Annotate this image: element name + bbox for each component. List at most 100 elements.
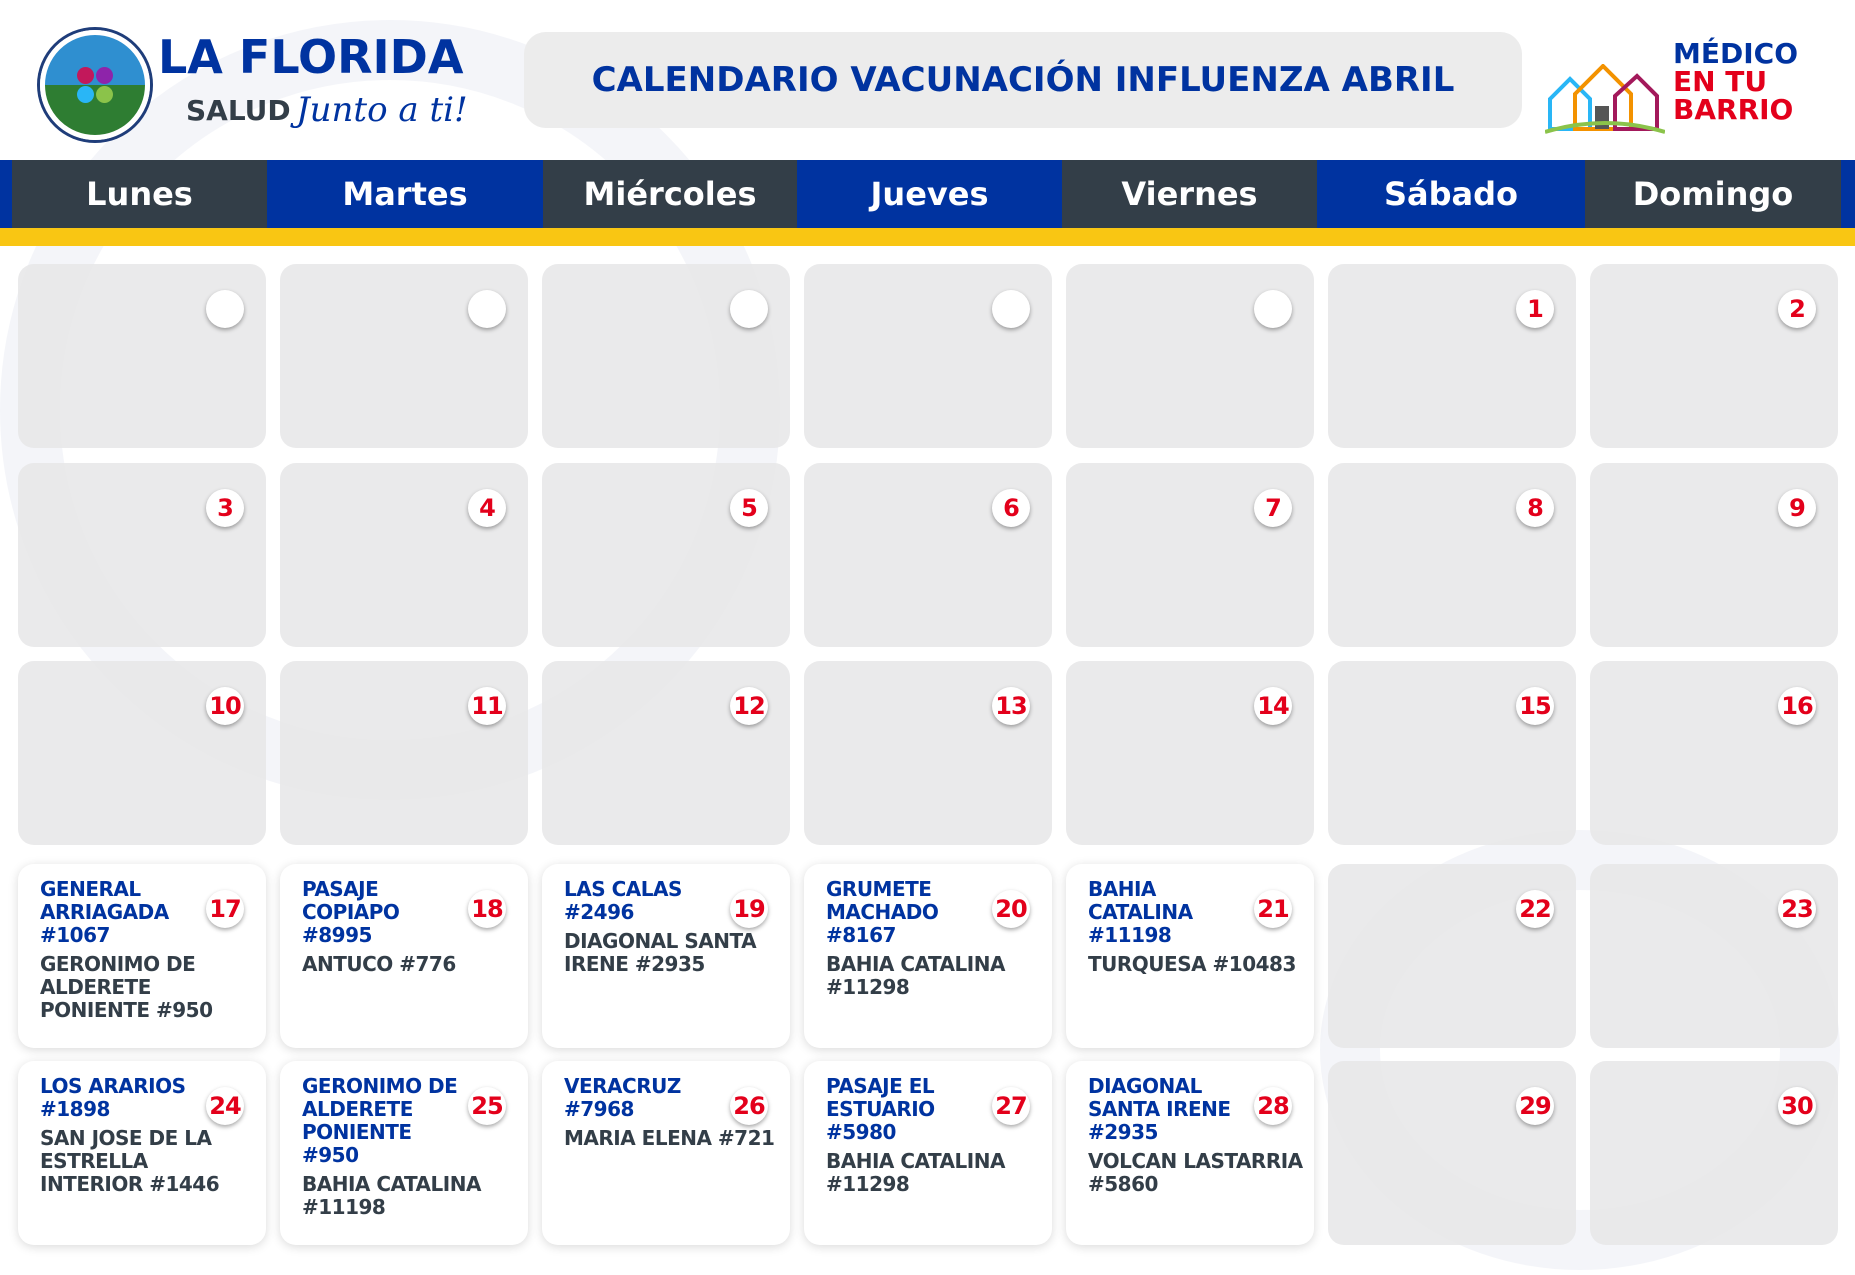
calendar-day-cell: 29 [1328, 1061, 1576, 1245]
day-number-badge [992, 290, 1030, 328]
calendar-day-cell: 3 [18, 463, 266, 647]
location-primary: LAS CALAS #2496 [564, 877, 682, 924]
day-number-badge: 11 [468, 687, 506, 725]
location-secondary: TURQUESA #10483 [1088, 952, 1296, 976]
calendar-day-cell: 23 [1590, 864, 1838, 1048]
location-secondary: ANTUCO #776 [302, 952, 456, 976]
calendar-day-cell: 19 LAS CALAS #2496 DIAGONAL SANTA IRENE #2… [542, 864, 790, 1048]
calendar-day-cell: 12 [542, 661, 790, 845]
calendar-day-cell: 20 GRUMETE MACHADO #8167 BAHIA CATALINA #1… [804, 864, 1052, 1048]
day-number-badge: 10 [206, 687, 244, 725]
weekday-3: Jueves [797, 160, 1062, 228]
medico-line: BARRIO [1673, 93, 1794, 126]
day-number-badge: 13 [992, 687, 1030, 725]
calendar-day-cell: 8 [1328, 463, 1576, 647]
day-number-badge: 22 [1516, 890, 1554, 928]
day-number-badge: 9 [1778, 489, 1816, 527]
calendar-day-cell: 21 BAHIA CATALINA #11198 TURQUESA #10483 [1066, 864, 1314, 1048]
day-number-badge: 1 [1516, 290, 1554, 328]
calendar-day-cell: 15 [1328, 661, 1576, 845]
location-primary: GRUMETE MACHADO #8167 [826, 877, 939, 947]
medico-line: MÉDICO [1673, 37, 1799, 70]
municipal-seal-icon [40, 30, 150, 140]
location-secondary: BAHIA CATALINA #11298 [826, 952, 1005, 999]
day-number-badge: 6 [992, 489, 1030, 527]
day-number-badge: 27 [992, 1087, 1030, 1125]
calendar-day-cell: 26 VERACRUZ #7968 MARIA ELENA #721 [542, 1061, 790, 1245]
day-number-badge: 5 [730, 489, 768, 527]
calendar-day-cell: 27 PASAJE EL ESTUARIO #5980 BAHIA CATALINA… [804, 1061, 1052, 1245]
day-number-badge: 29 [1516, 1087, 1554, 1125]
weekday-header: Lunes Martes Miércoles Jueves Viernes Sábado D… [0, 160, 1855, 228]
calendar-day-cell [18, 264, 266, 448]
calendar-day-cell: 30 [1590, 1061, 1838, 1245]
page-title: CALENDARIO VACUNACIÓN INFLUENZA ABRIL [591, 60, 1455, 100]
weekday-6: Domingo [1585, 160, 1841, 228]
location-secondary: VOLCAN LASTARRIA #5860 [1088, 1149, 1303, 1196]
weekday-2: Miércoles [543, 160, 797, 228]
calendar-day-cell: 7 [1066, 463, 1314, 647]
calendar-day-cell: 14 [1066, 661, 1314, 845]
calendar-day-cell: 22 [1328, 864, 1576, 1048]
calendar-day-cell [804, 264, 1052, 448]
calendar-day-cell: 24 LOS ARARIOS #1898 SAN JOSE DE LA ESTREL… [18, 1061, 266, 1245]
day-number-badge: 24 [206, 1087, 244, 1125]
location-primary: GERONIMO DE ALDERETE PONIENTE #950 [302, 1074, 458, 1167]
houses-icon [1545, 64, 1665, 134]
location-primary: GENERAL ARRIAGADA #1067 [40, 877, 169, 947]
weekday-0: Lunes [12, 160, 267, 228]
day-number-badge: 14 [1254, 687, 1292, 725]
weekday-1: Martes [267, 160, 543, 228]
calendar-day-cell: 5 [542, 463, 790, 647]
location-primary: PASAJE COPIAPO #8995 [302, 877, 400, 947]
medico-en-tu-barrio-logo: MÉDICO EN TU BARRIO [1545, 34, 1835, 134]
location-secondary: BAHIA CATALINA #11298 [826, 1149, 1005, 1196]
day-number-badge: 23 [1778, 890, 1816, 928]
calendar-day-cell: 4 [280, 463, 528, 647]
calendar-day-cell: 1 [1328, 264, 1576, 448]
brand-name: LA FLORIDA [158, 30, 464, 84]
day-number-badge: 15 [1516, 687, 1554, 725]
day-number-badge: 16 [1778, 687, 1816, 725]
brand-slogan: Junto a ti! [296, 90, 468, 130]
day-number-badge [730, 290, 768, 328]
day-number-badge: 2 [1778, 290, 1816, 328]
day-number-badge: 18 [468, 890, 506, 928]
calendar-day-cell [280, 264, 528, 448]
calendar-day-cell: 2 [1590, 264, 1838, 448]
page-title-box: CALENDARIO VACUNACIÓN INFLUENZA ABRIL [524, 32, 1522, 128]
location-secondary: BAHIA CATALINA #11198 [302, 1172, 481, 1219]
day-number-badge [206, 290, 244, 328]
location-primary: DIAGONAL SANTA IRENE #2935 [1088, 1074, 1231, 1144]
brand-salud: SALUD [186, 94, 291, 127]
calendar-day-cell: 11 [280, 661, 528, 845]
day-number-badge: 26 [730, 1087, 768, 1125]
calendar-day-cell: 25 GERONIMO DE ALDERETE PONIENTE #950 BAHI… [280, 1061, 528, 1245]
location-primary: PASAJE EL ESTUARIO #5980 [826, 1074, 935, 1144]
calendar-day-cell: 9 [1590, 463, 1838, 647]
day-number-badge: 20 [992, 890, 1030, 928]
location-primary: VERACRUZ #7968 [564, 1074, 681, 1121]
day-number-badge [1254, 290, 1292, 328]
location-secondary: MARIA ELENA #721 [564, 1126, 775, 1150]
yellow-divider [0, 228, 1855, 246]
calendar-day-cell: 18 PASAJE COPIAPO #8995 ANTUCO #776 [280, 864, 528, 1048]
calendar-day-cell: 17 GENERAL ARRIAGADA #1067 GERONIMO DE ALD… [18, 864, 266, 1048]
day-number-badge: 25 [468, 1087, 506, 1125]
location-secondary: DIAGONAL SANTA IRENE #2935 [564, 929, 757, 976]
day-number-badge: 8 [1516, 489, 1554, 527]
calendar-day-cell: 10 [18, 661, 266, 845]
day-number-badge: 19 [730, 890, 768, 928]
calendar-day-cell: 28 DIAGONAL SANTA IRENE #2935 VOLCAN LASTA… [1066, 1061, 1314, 1245]
day-number-badge: 12 [730, 687, 768, 725]
day-number-badge: 28 [1254, 1087, 1292, 1125]
calendar-day-cell: 13 [804, 661, 1052, 845]
location-primary: BAHIA CATALINA #11198 [1088, 877, 1193, 947]
location-secondary: SAN JOSE DE LA ESTRELLA INTERIOR #1446 [40, 1126, 220, 1196]
day-number-badge: 3 [206, 489, 244, 527]
la-florida-logo: LA FLORIDA SALUD Junto a ti! [40, 28, 480, 148]
day-number-badge: 21 [1254, 890, 1292, 928]
calendar-day-cell [1066, 264, 1314, 448]
calendar-day-cell [542, 264, 790, 448]
location-secondary: GERONIMO DE ALDERETE PONIENTE #950 [40, 952, 213, 1022]
